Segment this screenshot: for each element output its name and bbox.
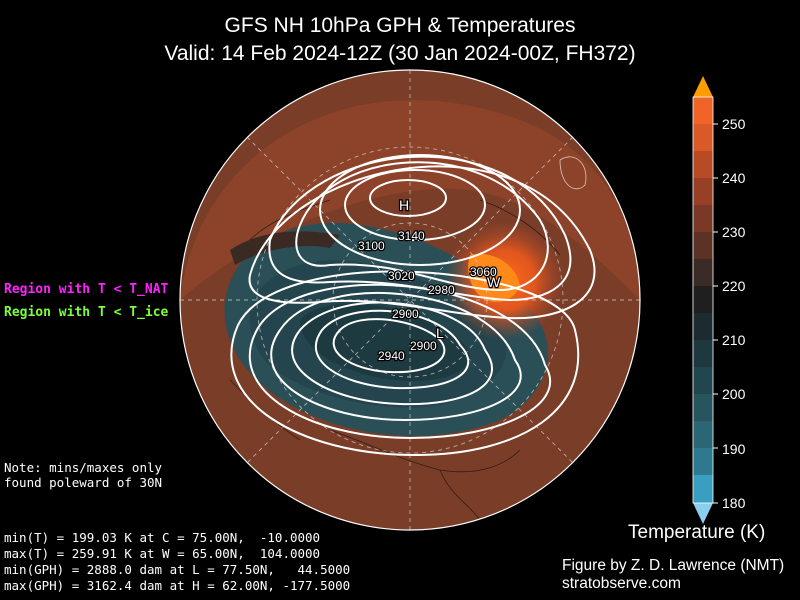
stat-max-t: max(T) = 259.91 K at W = 65.00N, 104.000… xyxy=(4,546,321,561)
colorbar-tick-240: 240 xyxy=(722,170,746,186)
colorbar-tick-230: 230 xyxy=(722,224,746,240)
contour-label-2940: 2940 xyxy=(378,349,405,363)
contour-label-3100: 3100 xyxy=(358,239,385,253)
colorbar-tick-180: 180 xyxy=(722,495,746,511)
graticule xyxy=(180,70,640,530)
credit-author: Figure by Z. D. Lawrence (NMT) xyxy=(562,557,785,574)
credit-site: stratobserve.com xyxy=(562,575,681,592)
contour-label-2900b: 2900 xyxy=(410,339,437,353)
stat-min-gph: min(GPH) = 2888.0 dam at L = 77.50N, 44.… xyxy=(4,562,351,577)
note-text: Note: mins/maxes only found poleward of … xyxy=(4,460,163,490)
coastlines xyxy=(229,156,587,521)
title-line-1: GFS NH 10hPa GPH & Temperatures xyxy=(224,14,576,37)
map-border xyxy=(179,69,641,531)
colorbar-tick-250: 250 xyxy=(722,116,746,132)
contour-label-3060: 3060 xyxy=(470,265,497,279)
contour-label-3020: 3020 xyxy=(388,269,415,283)
colorbar-tick-190: 190 xyxy=(722,441,746,457)
stat-min-t: min(T) = 199.03 K at C = 75.00N, -10.000… xyxy=(4,530,321,545)
contour-labels: 3140 3100 3060 3020 2980 2900 2900 2940 xyxy=(357,228,499,365)
gph-contours xyxy=(230,154,596,457)
legend-nat: Region with T < T_NAT xyxy=(4,282,169,297)
contour-label-2980: 2980 xyxy=(428,283,455,297)
colorbar-label: Temperature (K) xyxy=(628,522,766,543)
contour-3162 xyxy=(369,179,447,217)
low-marker: L xyxy=(436,325,444,341)
title-line-2: Valid: 14 Feb 2024-12Z (30 Jan 2024-00Z,… xyxy=(164,42,636,65)
colorbar-tick-200: 200 xyxy=(722,386,746,402)
contour-label-2900a: 2900 xyxy=(392,307,419,321)
high-marker: H xyxy=(399,197,409,213)
colorbar-tick-210: 210 xyxy=(722,332,746,348)
stat-max-gph: max(GPH) = 3162.4 dam at H = 62.00N, -17… xyxy=(4,578,351,593)
contour-label-3140: 3140 xyxy=(398,229,425,243)
legend-ice: Region with T < T_ice xyxy=(4,305,169,320)
colorbar-tick-220: 220 xyxy=(722,278,746,294)
warm-marker: W xyxy=(487,274,501,290)
